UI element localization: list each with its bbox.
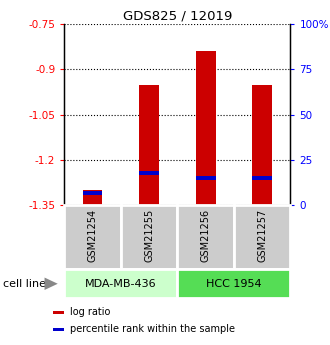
Bar [196,51,215,205]
Bar [178,269,290,298]
Bar [178,205,234,269]
Bar [64,269,178,298]
Bar [234,205,290,269]
Bar [139,85,159,205]
Text: GSM21254: GSM21254 [87,208,98,262]
Bar [252,176,272,180]
Title: GDS825 / 12019: GDS825 / 12019 [123,10,232,23]
Text: cell line: cell line [3,279,46,289]
Bar [196,176,215,180]
Text: GSM21257: GSM21257 [257,208,267,262]
Bar [64,205,121,269]
Text: MDA-MB-436: MDA-MB-436 [85,279,157,289]
Bar [53,328,64,331]
Bar [83,191,103,195]
Text: GSM21256: GSM21256 [201,208,211,262]
Bar [83,190,103,205]
Bar [53,311,64,314]
Text: HCC 1954: HCC 1954 [206,279,262,289]
Text: percentile rank within the sample: percentile rank within the sample [70,325,235,334]
Bar [252,85,272,205]
Bar [121,205,178,269]
Bar [139,171,159,175]
Text: GSM21255: GSM21255 [144,208,154,262]
Text: log ratio: log ratio [70,307,110,317]
